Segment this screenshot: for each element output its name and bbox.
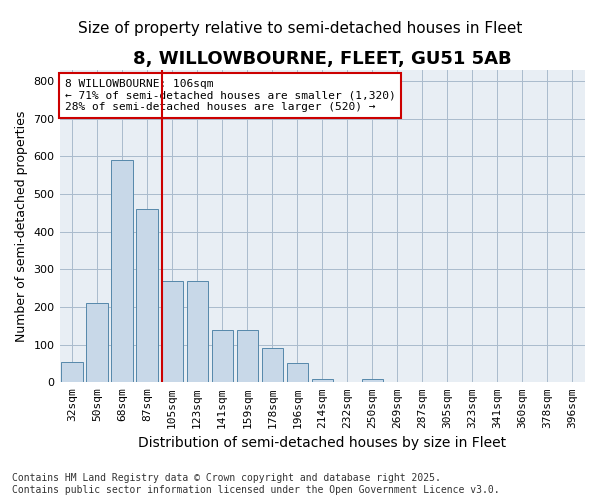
Bar — [136, 209, 158, 382]
Bar — [112, 160, 133, 382]
Bar — [212, 330, 233, 382]
Bar — [61, 362, 83, 382]
Bar — [86, 303, 108, 382]
X-axis label: Distribution of semi-detached houses by size in Fleet: Distribution of semi-detached houses by … — [138, 436, 506, 450]
Bar — [262, 348, 283, 382]
Text: Size of property relative to semi-detached houses in Fleet: Size of property relative to semi-detach… — [78, 20, 522, 36]
Text: 8 WILLOWBOURNE: 106sqm
← 71% of semi-detached houses are smaller (1,320)
28% of : 8 WILLOWBOURNE: 106sqm ← 71% of semi-det… — [65, 79, 395, 112]
Bar — [236, 330, 258, 382]
Y-axis label: Number of semi-detached properties: Number of semi-detached properties — [15, 110, 28, 342]
Title: 8, WILLOWBOURNE, FLEET, GU51 5AB: 8, WILLOWBOURNE, FLEET, GU51 5AB — [133, 50, 512, 68]
Bar — [287, 364, 308, 382]
Text: Contains HM Land Registry data © Crown copyright and database right 2025.
Contai: Contains HM Land Registry data © Crown c… — [12, 474, 500, 495]
Bar — [161, 280, 183, 382]
Bar — [362, 378, 383, 382]
Bar — [187, 280, 208, 382]
Bar — [311, 378, 333, 382]
